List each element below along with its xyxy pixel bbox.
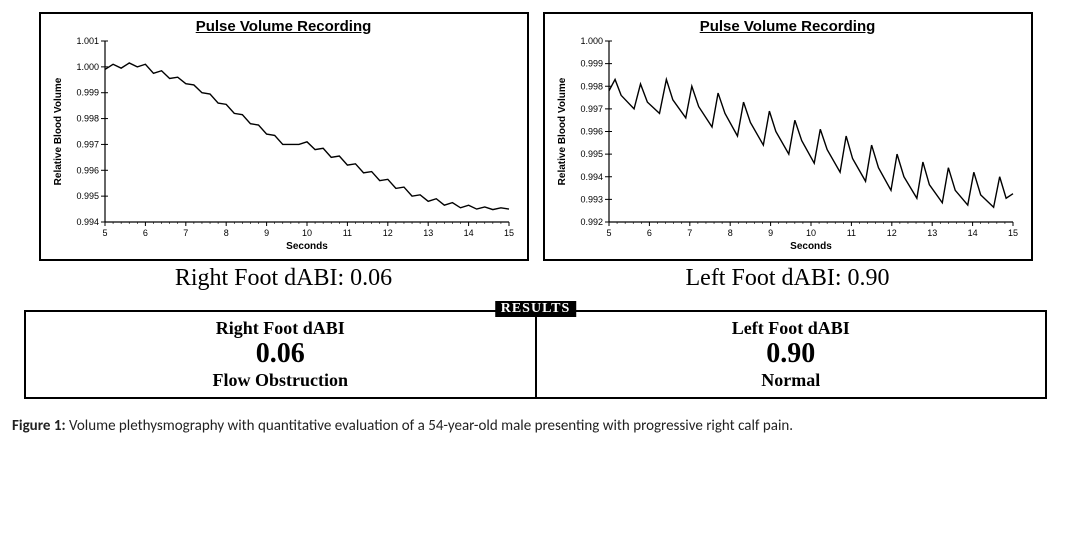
svg-text:5: 5 xyxy=(102,228,107,238)
svg-text:13: 13 xyxy=(927,228,937,238)
result-value: 0.90 xyxy=(541,339,1042,370)
chart-title: Pulse Volume Recording xyxy=(47,18,521,35)
svg-text:0.996: 0.996 xyxy=(580,127,603,137)
svg-text:0.992: 0.992 xyxy=(580,217,603,227)
figure-text: Volume plethysmography with quantitative… xyxy=(66,417,794,435)
result-status: Normal xyxy=(541,370,1042,391)
svg-text:8: 8 xyxy=(727,228,732,238)
svg-text:14: 14 xyxy=(967,228,977,238)
svg-text:8: 8 xyxy=(223,228,228,238)
svg-text:6: 6 xyxy=(142,228,147,238)
svg-text:15: 15 xyxy=(1007,228,1017,238)
svg-text:12: 12 xyxy=(382,228,392,238)
figure-caption: Figure 1: Volume plethysmography with qu… xyxy=(12,417,1059,435)
chart-subcaption-right-foot: Right Foot dABI: 0.06 xyxy=(39,265,529,292)
svg-text:12: 12 xyxy=(886,228,896,238)
svg-text:1.000: 1.000 xyxy=(76,62,99,72)
chart-frame: Pulse Volume Recording 0.9940.9950.9960.… xyxy=(39,12,529,261)
svg-text:0.997: 0.997 xyxy=(76,139,99,149)
svg-text:14: 14 xyxy=(463,228,473,238)
svg-text:0.994: 0.994 xyxy=(76,217,99,227)
result-status: Flow Obstruction xyxy=(30,370,531,391)
results-header: RESULTS xyxy=(495,301,577,317)
figure-label: Figure 1: xyxy=(12,417,66,435)
svg-text:0.995: 0.995 xyxy=(580,149,603,159)
svg-text:7: 7 xyxy=(183,228,188,238)
svg-text:13: 13 xyxy=(423,228,433,238)
svg-text:0.998: 0.998 xyxy=(76,114,99,124)
svg-text:10: 10 xyxy=(301,228,311,238)
chart-plot-area: 0.994 0.995 0.996 0.997 0.998 0.999 1.000 1.001… xyxy=(47,37,521,257)
chart-title: Pulse Volume Recording xyxy=(551,18,1025,35)
svg-text:11: 11 xyxy=(342,228,351,238)
svg-text:Relative Blood Volume: Relative Blood Volume xyxy=(53,77,64,185)
svg-text:1.001: 1.001 xyxy=(76,37,99,46)
svg-text:7: 7 xyxy=(687,228,692,238)
svg-text:0.993: 0.993 xyxy=(580,194,603,204)
charts-row: Pulse Volume Recording 0.9940.9950.9960.… xyxy=(12,12,1059,292)
result-value: 0.06 xyxy=(30,339,531,370)
svg-text:0.997: 0.997 xyxy=(580,104,603,114)
svg-text:5: 5 xyxy=(606,228,611,238)
svg-text:0.999: 0.999 xyxy=(76,88,99,98)
chart-frame: Pulse Volume Recording 0.9920.9930.9940.… xyxy=(543,12,1033,261)
svg-text:0.998: 0.998 xyxy=(580,81,603,91)
chart-panel-right-foot: Pulse Volume Recording 0.9940.9950.9960.… xyxy=(39,12,529,292)
results-cell-right-foot: Right Foot dABI 0.06 Flow Obstruction xyxy=(26,312,535,397)
svg-text:0.994: 0.994 xyxy=(580,172,603,182)
svg-text:6: 6 xyxy=(646,228,651,238)
svg-text:10: 10 xyxy=(805,228,815,238)
svg-text:9: 9 xyxy=(768,228,773,238)
result-heading: Left Foot dABI xyxy=(541,318,1042,339)
results-table: RESULTS Right Foot dABI 0.06 Flow Obstru… xyxy=(24,310,1047,399)
svg-text:11: 11 xyxy=(846,228,855,238)
svg-text:0.999: 0.999 xyxy=(580,59,603,69)
chart-svg: 0.992 0.993 0.994 0.995 0.996 0.997 0.998 0.999… xyxy=(551,37,1021,252)
svg-text:15: 15 xyxy=(503,228,513,238)
svg-text:Seconds: Seconds xyxy=(286,241,328,252)
svg-text:1.000: 1.000 xyxy=(580,37,603,46)
svg-text:9: 9 xyxy=(264,228,269,238)
svg-text:0.996: 0.996 xyxy=(76,165,99,175)
svg-text:0.995: 0.995 xyxy=(76,191,99,201)
result-heading: Right Foot dABI xyxy=(30,318,531,339)
results-cell-left-foot: Left Foot dABI 0.90 Normal xyxy=(537,312,1046,397)
svg-text:Relative Blood Volume: Relative Blood Volume xyxy=(557,77,568,185)
chart-plot-area: 0.992 0.993 0.994 0.995 0.996 0.997 0.998 0.999… xyxy=(551,37,1025,257)
chart-svg: 0.994 0.995 0.996 0.997 0.998 0.999 1.000 1.001… xyxy=(47,37,517,252)
chart-subcaption-left-foot: Left Foot dABI: 0.90 xyxy=(543,265,1033,292)
chart-panel-left-foot: Pulse Volume Recording 0.9920.9930.9940.… xyxy=(543,12,1033,292)
svg-text:Seconds: Seconds xyxy=(790,241,832,252)
